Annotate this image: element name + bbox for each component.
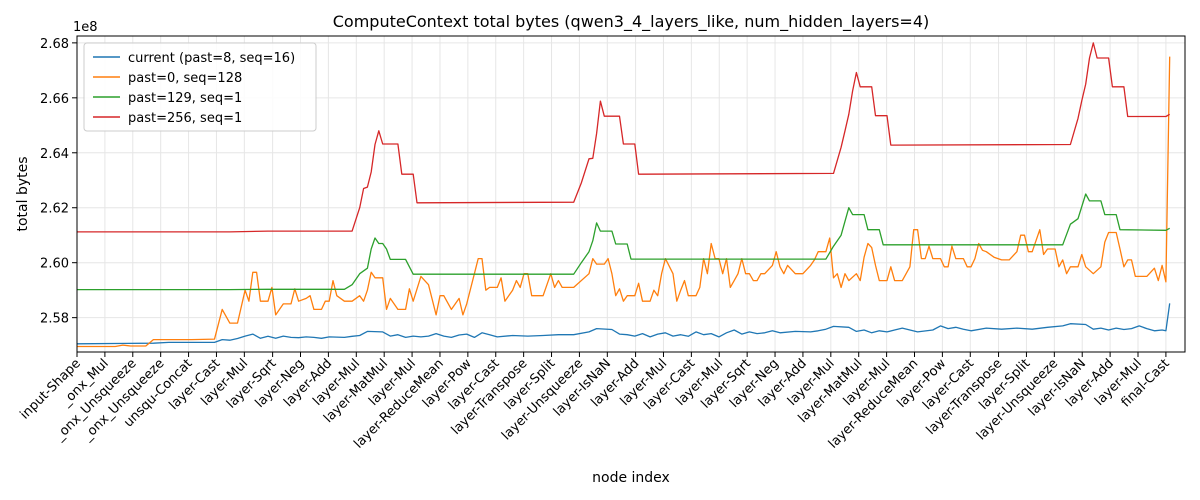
chart-title: ComputeContext total bytes (qwen3_4_laye… bbox=[333, 12, 930, 32]
y-tick-label: 2.64 bbox=[40, 147, 69, 162]
series-line-4 bbox=[77, 42, 1171, 233]
legend: current (past=8, seq=16) past=0, seq=128 p… bbox=[83, 42, 317, 132]
plot-frame bbox=[76, 35, 1186, 353]
series-line-1 bbox=[76, 303, 1171, 345]
legend-box bbox=[83, 42, 317, 132]
y-axis-title: total bytes bbox=[15, 156, 31, 231]
series-lines bbox=[76, 42, 1171, 348]
series-line-3 bbox=[77, 193, 1171, 291]
series-line-2 bbox=[77, 56, 1171, 348]
y-axis-offset-label: 1e8 bbox=[73, 20, 98, 35]
x-axis-title: node index bbox=[592, 470, 670, 486]
legend-label: current (past=8, seq=16) bbox=[128, 51, 295, 66]
legend-label: past=256, seq=1 bbox=[128, 111, 242, 126]
y-axis: 2.58 2.60 2.62 2.64 2.66 2.68 bbox=[40, 37, 77, 327]
legend-label: past=0, seq=128 bbox=[128, 71, 242, 86]
y-tick-label: 2.62 bbox=[40, 202, 69, 217]
y-tick-label: 2.58 bbox=[40, 312, 69, 327]
legend-label: past=129, seq=1 bbox=[128, 91, 242, 106]
y-tick-label: 2.68 bbox=[40, 37, 69, 52]
y-tick-label: 2.66 bbox=[40, 92, 69, 107]
y-tick-label: 2.60 bbox=[40, 257, 69, 272]
